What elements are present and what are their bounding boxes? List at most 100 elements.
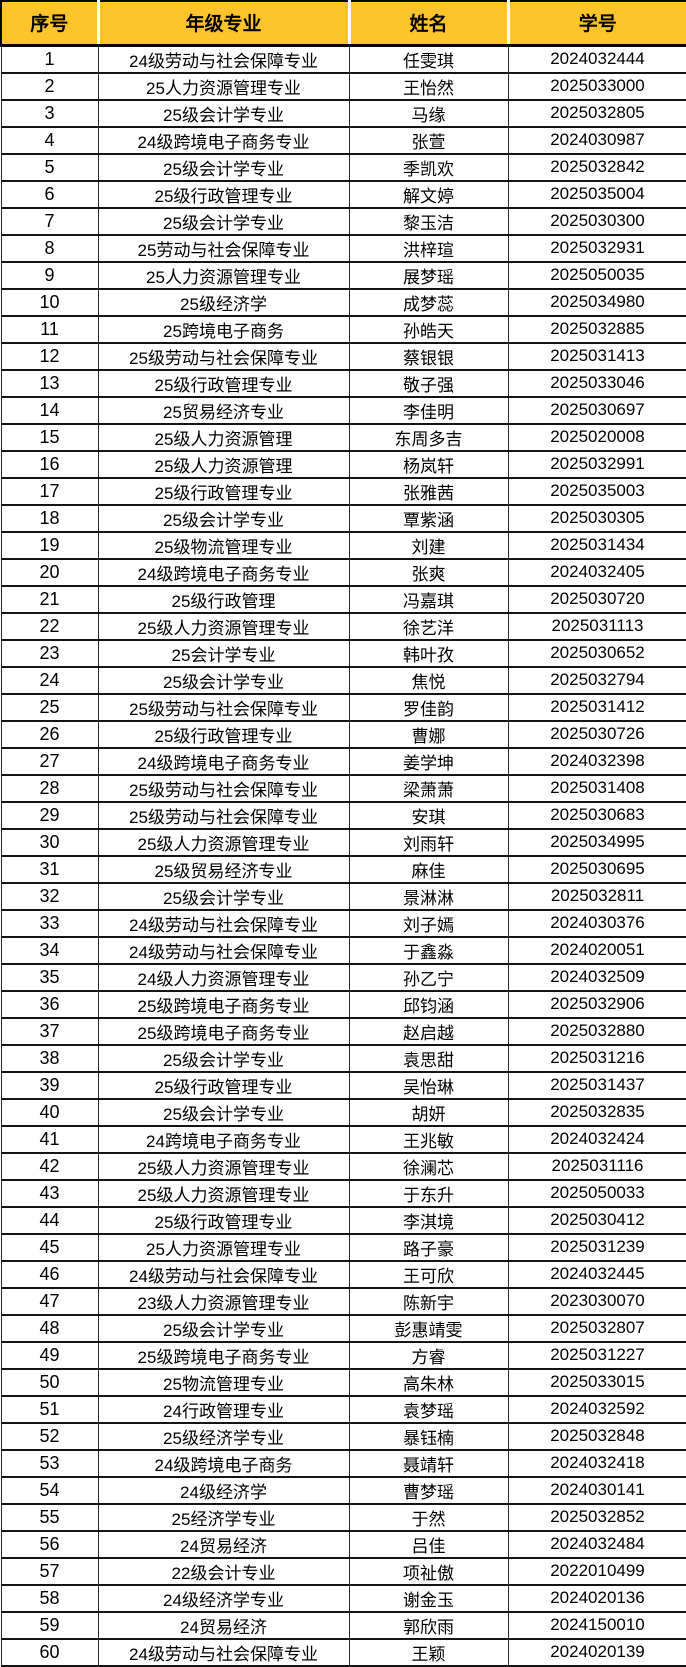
cell-index: 37 bbox=[0, 1016, 99, 1046]
table-row: 24 25级会计学专业 焦悦 2025032794 bbox=[0, 665, 686, 695]
table-row: 28 25级劳动与社会保障专业 梁萧萧 2025031408 bbox=[0, 773, 686, 803]
table-row: 43 25级人力资源管理专业 于东升 2025050033 bbox=[0, 1178, 686, 1208]
cell-student_id: 2024032445 bbox=[507, 1259, 686, 1289]
table-row: 26 25级行政管理专业 曹娜 2025030726 bbox=[0, 719, 686, 749]
cell-name: 谢金玉 bbox=[348, 1583, 509, 1613]
table-row: 46 24级劳动与社会保障专业 王可欣 2024032445 bbox=[0, 1259, 686, 1289]
table-row: 15 25级人力资源管理 东周多吉 2025020008 bbox=[0, 422, 686, 452]
cell-student_id: 2025033000 bbox=[507, 71, 686, 101]
cell-major: 25会计学专业 bbox=[97, 638, 350, 668]
cell-name: 彭惠靖雯 bbox=[348, 1313, 509, 1343]
cell-student_id: 2025031216 bbox=[507, 1043, 686, 1073]
cell-student_id: 2025031113 bbox=[507, 611, 686, 641]
cell-name: 刘子嫣 bbox=[348, 908, 509, 938]
cell-name: 于东升 bbox=[348, 1178, 509, 1208]
table-row: 53 24级跨境电子商务 聂靖轩 2024032418 bbox=[0, 1448, 686, 1478]
cell-index: 11 bbox=[0, 314, 99, 344]
table-row: 36 25级跨境电子商务专业 邱钧涵 2025032906 bbox=[0, 989, 686, 1019]
cell-major: 24级劳动与社会保障专业 bbox=[97, 935, 350, 965]
cell-major: 25级人力资源管理 bbox=[97, 449, 350, 479]
cell-student_id: 2024032398 bbox=[507, 746, 686, 776]
cell-index: 23 bbox=[0, 638, 99, 668]
cell-student_id: 2025030683 bbox=[507, 800, 686, 830]
cell-name: 东周多吉 bbox=[348, 422, 509, 452]
table-row: 41 24跨境电子商务专业 王兆敏 2024032424 bbox=[0, 1124, 686, 1154]
cell-index: 24 bbox=[0, 665, 99, 695]
cell-major: 25级人力资源管理专业 bbox=[97, 611, 350, 641]
cell-index: 7 bbox=[0, 206, 99, 236]
cell-student_id: 2025035003 bbox=[507, 476, 686, 506]
cell-major: 25级劳动与社会保障专业 bbox=[97, 800, 350, 830]
cell-name: 张爽 bbox=[348, 557, 509, 587]
cell-name: 李淇境 bbox=[348, 1205, 509, 1235]
cell-major: 24级经济学 bbox=[97, 1475, 350, 1505]
cell-name: 曹娜 bbox=[348, 719, 509, 749]
cell-major: 24级人力资源管理专业 bbox=[97, 962, 350, 992]
cell-major: 25级会计学专业 bbox=[97, 1313, 350, 1343]
column-header-major: 年级专业 bbox=[98, 0, 351, 47]
cell-student_id: 2025033015 bbox=[507, 1367, 686, 1397]
cell-name: 吴怡琳 bbox=[348, 1070, 509, 1100]
cell-name: 孙乙宁 bbox=[348, 962, 509, 992]
cell-index: 19 bbox=[0, 530, 99, 560]
cell-name: 张雅茜 bbox=[348, 476, 509, 506]
column-header-student_id: 学号 bbox=[508, 0, 686, 47]
cell-student_id: 2024032592 bbox=[507, 1394, 686, 1424]
cell-student_id: 2025030652 bbox=[507, 638, 686, 668]
cell-major: 25物流管理专业 bbox=[97, 1367, 350, 1397]
cell-index: 21 bbox=[0, 584, 99, 614]
cell-name: 王兆敏 bbox=[348, 1124, 509, 1154]
cell-student_id: 2025031413 bbox=[507, 341, 686, 371]
table-row: 56 24贸易经济 吕佳 2024032484 bbox=[0, 1529, 686, 1559]
cell-name: 暴钰楠 bbox=[348, 1421, 509, 1451]
cell-index: 42 bbox=[0, 1151, 99, 1181]
table-row: 50 25物流管理专业 高朱林 2025033015 bbox=[0, 1367, 686, 1397]
table-row: 58 24级经济学专业 谢金玉 2024020136 bbox=[0, 1583, 686, 1613]
cell-index: 15 bbox=[0, 422, 99, 452]
cell-major: 25跨境电子商务 bbox=[97, 314, 350, 344]
table-row: 18 25级会计学专业 覃紫涵 2025030305 bbox=[0, 503, 686, 533]
cell-name: 梁萧萧 bbox=[348, 773, 509, 803]
cell-major: 24贸易经济 bbox=[97, 1610, 350, 1640]
cell-student_id: 2025032794 bbox=[507, 665, 686, 695]
table-row: 44 25级行政管理专业 李淇境 2025030412 bbox=[0, 1205, 686, 1235]
cell-student_id: 2025030720 bbox=[507, 584, 686, 614]
table-row: 5 25级会计学专业 季凯欢 2025032842 bbox=[0, 152, 686, 182]
cell-student_id: 2025032906 bbox=[507, 989, 686, 1019]
cell-name: 高朱林 bbox=[348, 1367, 509, 1397]
table-row: 40 25级会计学专业 胡妍 2025032835 bbox=[0, 1097, 686, 1127]
cell-major: 25级人力资源管理专业 bbox=[97, 1178, 350, 1208]
cell-student_id: 2025030305 bbox=[507, 503, 686, 533]
cell-name: 袁思甜 bbox=[348, 1043, 509, 1073]
table-header-row: 序号 年级专业 姓名 学号 bbox=[0, 0, 686, 47]
cell-student_id: 2025032885 bbox=[507, 314, 686, 344]
cell-index: 1 bbox=[0, 44, 99, 74]
cell-student_id: 2025032807 bbox=[507, 1313, 686, 1343]
cell-index: 36 bbox=[0, 989, 99, 1019]
table-row: 3 25级会计学专业 马缘 2025032805 bbox=[0, 98, 686, 128]
cell-name: 赵启越 bbox=[348, 1016, 509, 1046]
cell-index: 55 bbox=[0, 1502, 99, 1532]
cell-name: 安琪 bbox=[348, 800, 509, 830]
cell-major: 23级人力资源管理专业 bbox=[97, 1286, 350, 1316]
table-row: 9 25人力资源管理专业 展梦瑶 2025050035 bbox=[0, 260, 686, 290]
cell-index: 20 bbox=[0, 557, 99, 587]
cell-student_id: 2025030697 bbox=[507, 395, 686, 425]
cell-student_id: 2024032424 bbox=[507, 1124, 686, 1154]
table-row: 48 25级会计学专业 彭惠靖雯 2025032807 bbox=[0, 1313, 686, 1343]
cell-index: 34 bbox=[0, 935, 99, 965]
cell-name: 胡妍 bbox=[348, 1097, 509, 1127]
cell-major: 25级经济学 bbox=[97, 287, 350, 317]
cell-index: 49 bbox=[0, 1340, 99, 1370]
cell-name: 马缘 bbox=[348, 98, 509, 128]
cell-student_id: 2025030695 bbox=[507, 854, 686, 884]
cell-student_id: 2024030376 bbox=[507, 908, 686, 938]
cell-major: 24级劳动与社会保障专业 bbox=[97, 1259, 350, 1289]
cell-major: 24级经济学专业 bbox=[97, 1583, 350, 1613]
cell-major: 25级行政管理专业 bbox=[97, 368, 350, 398]
cell-major: 24级劳动与社会保障专业 bbox=[97, 44, 350, 74]
cell-major: 24跨境电子商务专业 bbox=[97, 1124, 350, 1154]
cell-index: 58 bbox=[0, 1583, 99, 1613]
table-row: 25 25级劳动与社会保障专业 罗佳韵 2025031412 bbox=[0, 692, 686, 722]
cell-index: 25 bbox=[0, 692, 99, 722]
